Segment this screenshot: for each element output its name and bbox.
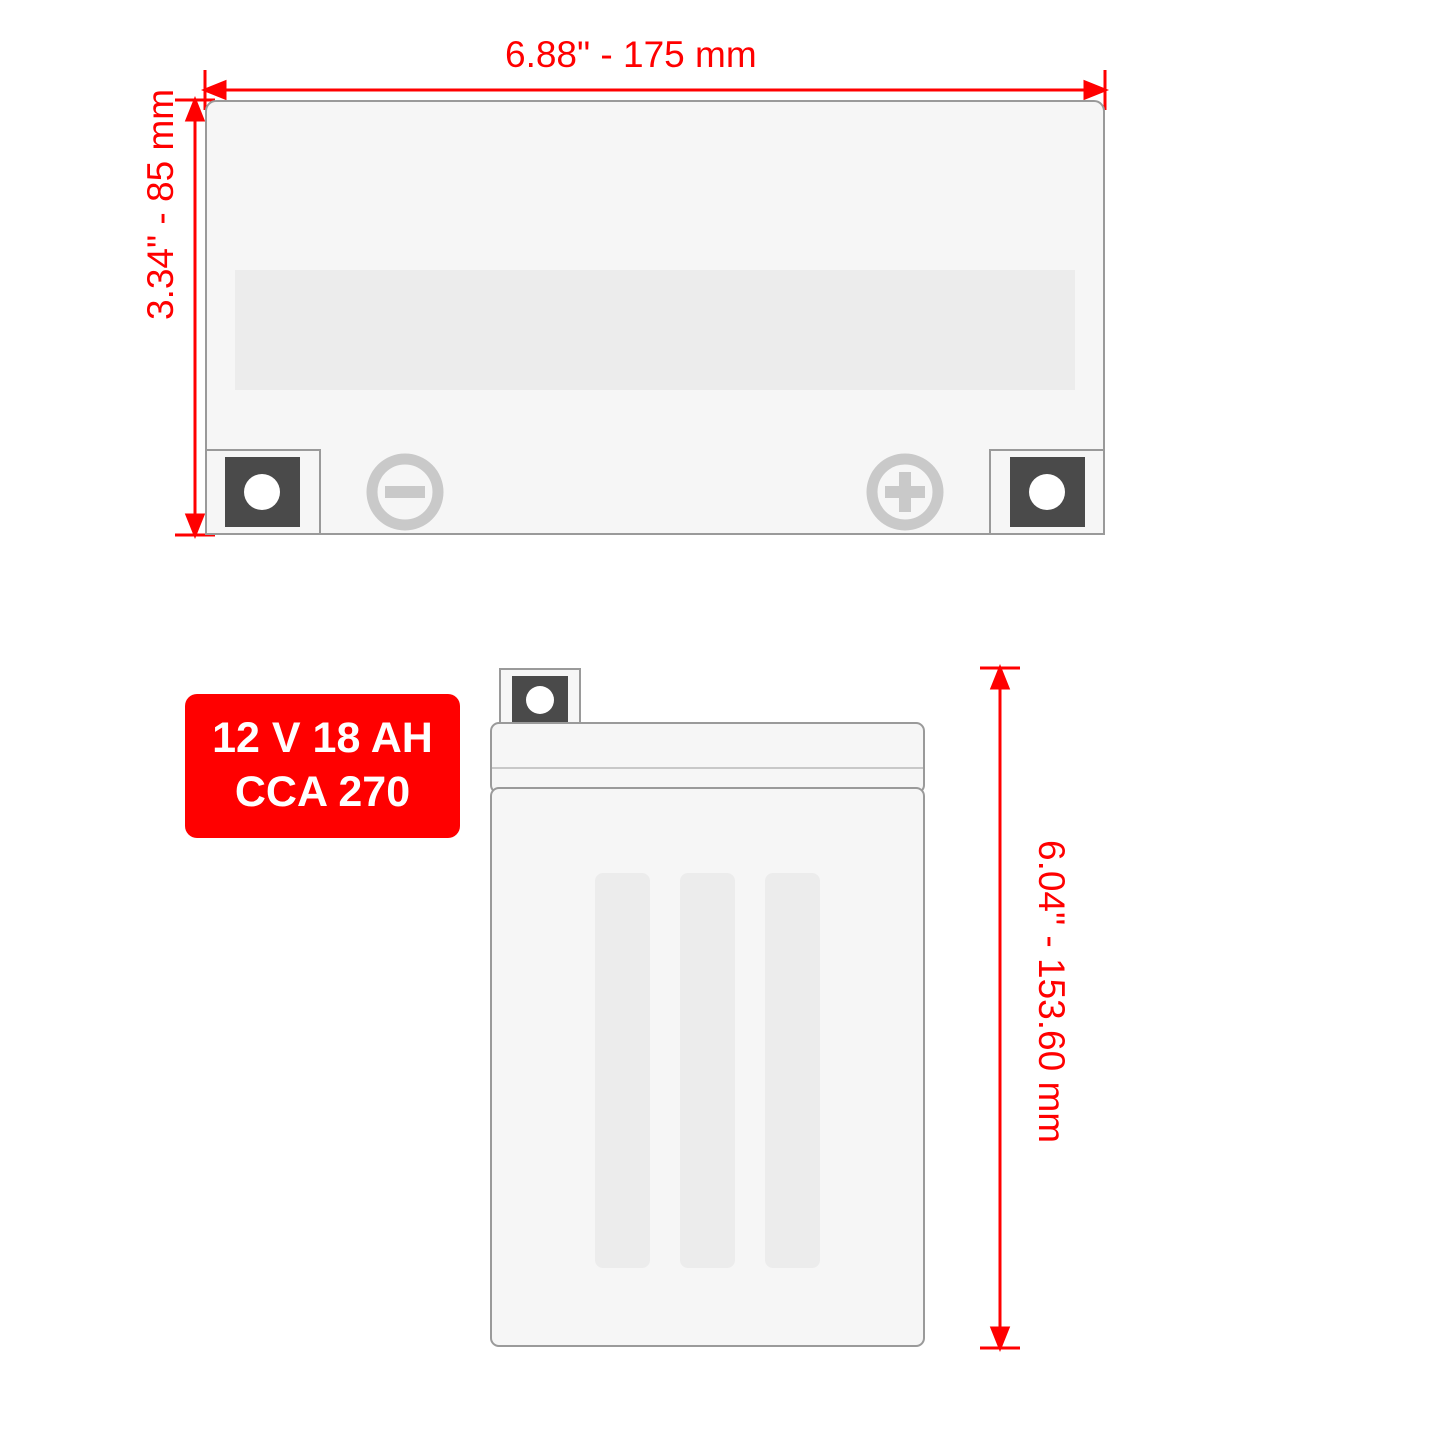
diagram-canvas: 6.88" - 175 mm 3.34" - 85 mm	[0, 0, 1445, 1445]
height-side-label: 6.04" - 153.60 mm	[1030, 840, 1072, 1143]
dimension-height-side	[0, 0, 1100, 1400]
